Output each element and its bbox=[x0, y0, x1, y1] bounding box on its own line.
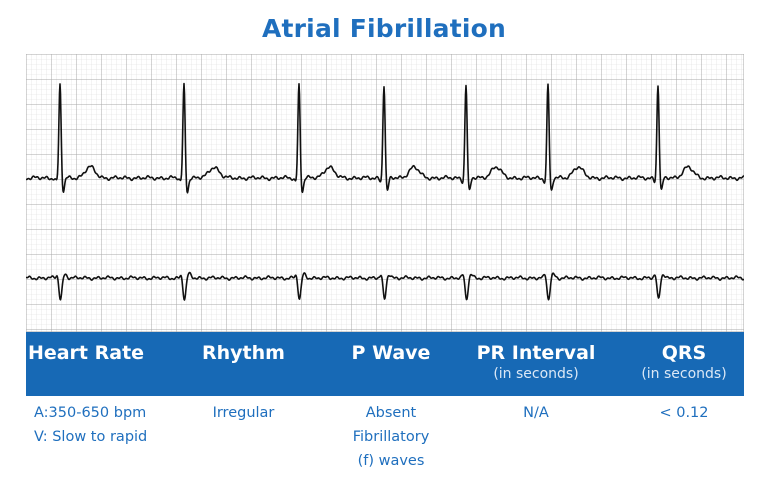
header-qrs: QRS (in seconds) bbox=[641, 342, 727, 382]
ecg-trace-lead-2 bbox=[26, 271, 744, 301]
ecg-strip bbox=[26, 54, 744, 332]
ecg-trace-lead-1 bbox=[26, 82, 744, 194]
value-p-wave: Absent Fibrillatory (f) waves bbox=[352, 405, 430, 469]
header-p-wave: P Wave bbox=[351, 342, 431, 364]
value-pr-interval: N/A bbox=[523, 405, 549, 421]
value-rhythm: Irregular bbox=[212, 405, 275, 421]
header-bar: Heart Rate Rhythm P Wave PR Interval (in… bbox=[26, 332, 744, 396]
value-qrs: < 0.12 bbox=[659, 405, 709, 421]
header-pr-interval: PR Interval (in seconds) bbox=[476, 342, 596, 382]
value-heart-rate: A:350-650 bpm V: Slow to rapid bbox=[34, 405, 148, 445]
header-rhythm: Rhythm bbox=[202, 342, 285, 364]
page-title: Atrial Fibrillation bbox=[261, 14, 507, 43]
header-heart-rate: Heart Rate bbox=[27, 342, 145, 364]
